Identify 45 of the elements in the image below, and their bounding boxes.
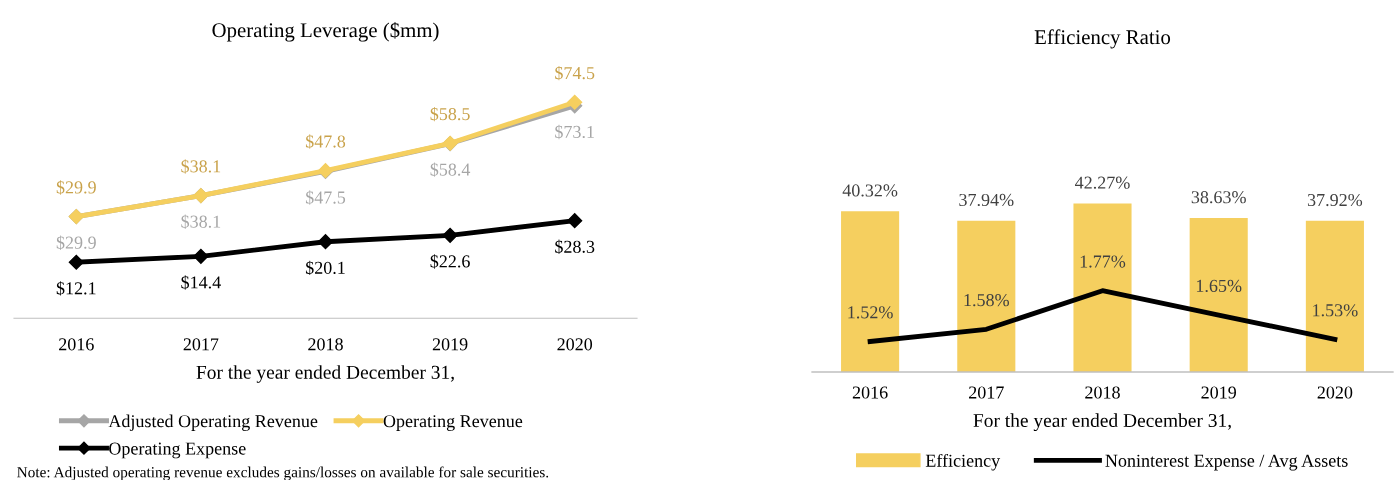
data-label: $38.1 <box>181 214 221 229</box>
x-tick-label: 2018 <box>308 338 343 351</box>
x-tick-label: 2016 <box>852 386 888 399</box>
data-label: 37.94% <box>959 193 1014 207</box>
data-label: 37.92% <box>1307 193 1363 207</box>
chart-title: Efficiency Ratio <box>1034 29 1171 49</box>
legend-label: Noninterest Expense / Avg Assets <box>1105 454 1348 471</box>
data-label: $47.8 <box>305 134 346 149</box>
x-tick-label: 2019 <box>1201 386 1237 399</box>
data-label: $73.1 <box>555 124 594 140</box>
x-tick-label: 2020 <box>557 338 593 351</box>
legend-label: Operating Revenue <box>383 415 523 431</box>
data-label: 1.65% <box>1196 279 1242 293</box>
x-axis-title: For the year ended December 31, <box>973 413 1231 432</box>
data-label: 1.52% <box>848 306 893 319</box>
data-label: $58.4 <box>430 162 471 177</box>
legend-label: Operating Expense <box>109 442 246 459</box>
x-tick-label: 2020 <box>1317 386 1353 399</box>
chart-title: Operating Leverage ($mm) <box>212 21 439 42</box>
data-label: $29.9 <box>56 235 96 250</box>
x-tick-label: 2017 <box>183 338 219 351</box>
data-label: 42.27% <box>1075 176 1130 189</box>
data-label: $38.1 <box>181 159 221 174</box>
x-tick-label: 2017 <box>969 386 1004 399</box>
data-label: $22.6 <box>430 254 470 269</box>
legend-label: Efficiency <box>925 453 1001 471</box>
x-tick-label: 2019 <box>432 338 468 351</box>
data-label: $28.3 <box>555 239 595 255</box>
data-label: 38.63% <box>1191 191 1246 204</box>
data-label: $12.1 <box>56 281 96 296</box>
text: Note: Adjusted operating revenue excludes gains/losses on available for sale securities. <box>17 466 549 480</box>
data-label: 40.32% <box>842 184 898 197</box>
legend-label: Adjusted Operating Revenue <box>108 414 318 431</box>
data-label: $14.4 <box>181 275 221 290</box>
data-label: $47.5 <box>305 190 346 205</box>
data-label: $58.5 <box>430 106 470 122</box>
x-tick-label: 2018 <box>1085 386 1120 399</box>
data-label: 1.77% <box>1080 255 1126 268</box>
data-label: $20.1 <box>305 260 345 276</box>
x-axis-title: For the year ended December 31, <box>196 365 454 383</box>
x-tick-label: 2016 <box>59 338 94 351</box>
data-label: 1.58% <box>964 294 1009 307</box>
data-label: $74.5 <box>555 65 595 81</box>
data-label: $29.9 <box>56 180 96 195</box>
data-label: 1.53% <box>1313 304 1358 317</box>
